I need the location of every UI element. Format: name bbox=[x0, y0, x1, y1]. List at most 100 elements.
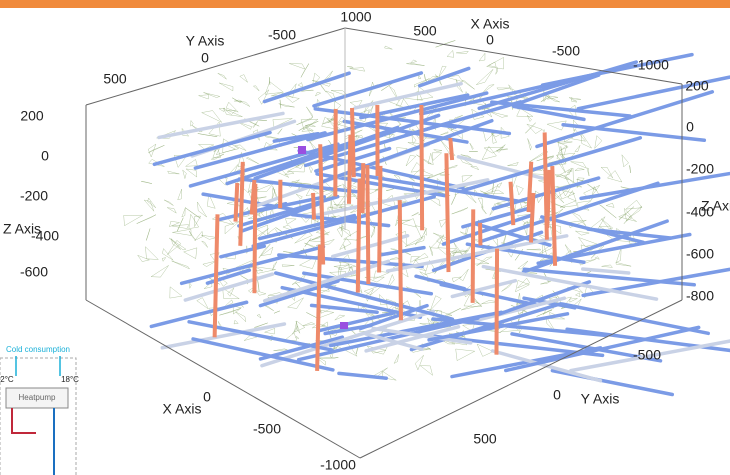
mesh-cell bbox=[576, 293, 581, 297]
mesh-cell bbox=[490, 112, 508, 118]
mesh-cell bbox=[595, 257, 599, 260]
mesh-cell bbox=[319, 357, 338, 359]
tick-label: -600 bbox=[20, 264, 48, 280]
mesh-cell bbox=[274, 311, 280, 313]
tunnel bbox=[221, 246, 264, 257]
tunnel bbox=[583, 269, 629, 273]
inset-temp: 18°C bbox=[61, 375, 79, 384]
mesh-cell bbox=[202, 111, 222, 123]
mesh-cell bbox=[144, 200, 154, 211]
tick-label: -400 bbox=[686, 204, 714, 220]
mesh-cell bbox=[145, 247, 158, 260]
mesh-cell bbox=[629, 165, 631, 173]
mesh-cell bbox=[527, 249, 541, 250]
tick-label: -1000 bbox=[633, 57, 669, 73]
mesh-cell bbox=[555, 193, 564, 203]
mesh-cell bbox=[177, 218, 183, 232]
mesh-cell bbox=[167, 208, 176, 214]
mesh-cell bbox=[197, 202, 206, 217]
mesh-cell bbox=[186, 159, 198, 166]
tunnel bbox=[260, 281, 338, 306]
mesh-cell bbox=[411, 60, 417, 63]
mesh-cell bbox=[575, 145, 580, 152]
mesh-cell bbox=[575, 231, 589, 235]
shaft bbox=[349, 135, 350, 204]
mesh-cell bbox=[234, 100, 242, 101]
shaft bbox=[421, 105, 422, 230]
mesh-cell bbox=[288, 298, 304, 309]
mesh-cell bbox=[289, 64, 305, 70]
mesh-cell bbox=[516, 186, 523, 195]
mesh-cell bbox=[497, 88, 510, 90]
mesh-cell bbox=[569, 98, 581, 101]
shaft bbox=[317, 245, 320, 371]
tick-label: -500 bbox=[268, 27, 296, 43]
tick-label: 500 bbox=[103, 71, 127, 87]
mesh-cell bbox=[264, 135, 281, 139]
mesh-cell bbox=[253, 121, 258, 127]
tick-label: 0 bbox=[201, 50, 209, 66]
mesh-cell bbox=[434, 150, 442, 152]
mesh-cell bbox=[406, 155, 416, 166]
tick-label: 0 bbox=[553, 387, 561, 403]
mesh-cell bbox=[172, 261, 190, 269]
mesh-cell bbox=[256, 291, 266, 296]
shaft bbox=[358, 179, 360, 293]
mesh-cell bbox=[460, 269, 469, 281]
mesh-cell bbox=[570, 299, 578, 303]
mesh-cell bbox=[418, 75, 421, 78]
mesh-cell bbox=[452, 277, 461, 282]
mesh-cell bbox=[415, 355, 423, 370]
mesh-cell bbox=[246, 158, 258, 164]
shaft bbox=[215, 214, 218, 337]
mesh-cell bbox=[462, 175, 472, 182]
mesh-cell bbox=[602, 265, 613, 268]
mesh-cell bbox=[306, 107, 312, 117]
tunnel bbox=[189, 322, 332, 350]
viewer: Y Axis 0 500 -500 1000 500 X Axis 0 -500… bbox=[0, 0, 730, 475]
mesh-cell bbox=[492, 132, 497, 143]
mesh-cell bbox=[452, 195, 457, 205]
tick-label: -500 bbox=[253, 421, 281, 437]
mesh-cell bbox=[517, 278, 529, 288]
mesh-cell bbox=[626, 200, 642, 209]
tick-label: -200 bbox=[686, 161, 714, 177]
tick-label: 500 bbox=[473, 431, 497, 447]
shaft bbox=[367, 165, 368, 284]
tunnel bbox=[452, 348, 601, 377]
tunnel bbox=[381, 248, 424, 255]
tick-label: 1000 bbox=[340, 9, 371, 25]
mesh-cell bbox=[456, 349, 475, 361]
mesh-cell bbox=[234, 320, 238, 324]
axis-title: Y Axis bbox=[581, 391, 620, 407]
mesh-cell bbox=[189, 231, 196, 241]
mesh-cell bbox=[195, 231, 203, 240]
mesh-cell bbox=[168, 171, 180, 174]
mesh-cell bbox=[265, 82, 283, 95]
mesh-cell bbox=[316, 239, 334, 245]
shaft bbox=[529, 162, 532, 212]
mesh-cell bbox=[172, 229, 191, 235]
mesh-cell bbox=[218, 73, 227, 79]
shaft bbox=[379, 166, 380, 273]
mesh-cell bbox=[476, 69, 493, 84]
mesh-cell bbox=[273, 262, 277, 270]
mesh-cell bbox=[616, 262, 631, 266]
mesh-cell bbox=[441, 132, 449, 135]
mesh-cell bbox=[164, 200, 173, 206]
mesh-cell bbox=[223, 108, 242, 116]
mesh-cell bbox=[541, 281, 552, 284]
mesh-cell bbox=[470, 143, 474, 149]
mesh-cell bbox=[282, 265, 294, 267]
mesh-cell bbox=[162, 258, 166, 262]
inset-temp: 2°C bbox=[0, 375, 14, 384]
mesh-cell bbox=[151, 265, 169, 277]
mesh-cell bbox=[235, 145, 247, 151]
mesh-cell bbox=[296, 194, 302, 199]
mesh-cell bbox=[373, 368, 388, 377]
tick-label: 0 bbox=[486, 32, 494, 48]
scene-3d: Y Axis 0 500 -500 1000 500 X Axis 0 -500… bbox=[0, 0, 730, 475]
shaft bbox=[400, 200, 401, 320]
mesh-cell bbox=[321, 84, 327, 92]
shaft bbox=[352, 108, 354, 177]
